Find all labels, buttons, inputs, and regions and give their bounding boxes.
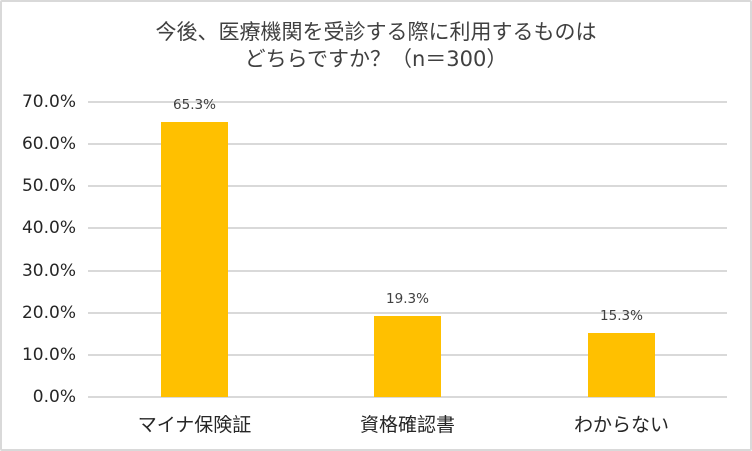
- data-label: 65.3%: [173, 96, 216, 113]
- bar: [588, 332, 655, 397]
- y-axis-tick-label: 60.0%: [21, 134, 76, 155]
- gridline: [88, 269, 727, 272]
- y-axis-tick-label: 20.0%: [21, 302, 76, 323]
- x-axis-category-label: わからない: [573, 414, 669, 436]
- y-axis-tick-label: 0.0%: [32, 387, 76, 407]
- y-axis-tick-label: 70.0%: [21, 92, 76, 112]
- chart-title-line-1: 今後、医療機関を受診する際に利用するものは: [155, 20, 597, 44]
- gridline: [88, 143, 727, 146]
- gridline: [88, 311, 727, 314]
- y-axis-tick-label: 30.0%: [21, 260, 76, 281]
- x-axis-category-label: 資格確認書: [359, 414, 455, 436]
- gridline: [88, 101, 727, 103]
- gridline: [88, 396, 727, 398]
- chart-title-line-2: どちらですか？（n＝300）: [244, 47, 508, 71]
- y-axis-tick-label: 10.0%: [21, 344, 76, 365]
- y-axis-tick-label: 40.0%: [21, 218, 76, 239]
- gridline: [88, 227, 727, 230]
- data-label: 19.3%: [386, 290, 429, 307]
- gridline: [88, 185, 727, 188]
- bar: [161, 121, 228, 397]
- x-axis-category-label: マイナ保険証: [137, 414, 252, 436]
- y-axis-tick-label: 50.0%: [21, 176, 76, 197]
- bar: [374, 315, 441, 397]
- data-label: 15.3%: [600, 307, 643, 324]
